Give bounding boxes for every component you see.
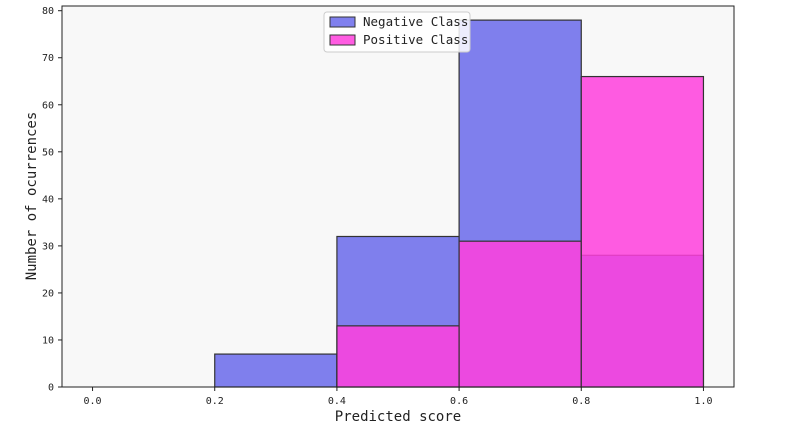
x-tick-label: 0.8	[572, 396, 590, 407]
legend-box	[323, 11, 471, 53]
y-tick-label: 50	[42, 147, 54, 158]
positive-class-bar-2	[336, 325, 460, 388]
y-tick-label: 60	[42, 100, 54, 111]
x-tick-label: 1.0	[694, 396, 712, 407]
y-axis-ticks: 0 10 20 30 40 50 60 70 80	[42, 6, 62, 394]
x-tick-label: 0.2	[206, 396, 224, 407]
y-axis-title: Number of ocurrences	[24, 112, 40, 281]
y-tick-label: 30	[42, 241, 54, 252]
y-tick-label: 80	[42, 6, 54, 17]
plot-frame	[61, 5, 735, 388]
x-axis-title: Predicted score	[335, 409, 461, 425]
x-tick-label: 0.0	[84, 396, 102, 407]
x-tick-label: 0.4	[328, 396, 346, 407]
positive-class-bar-3	[458, 240, 582, 388]
positive-class-bars	[336, 75, 705, 388]
legend-label-positive: Positive Class	[363, 32, 468, 47]
y-tick-label: 10	[42, 335, 54, 346]
x-tick-label: 0.6	[450, 396, 468, 407]
positive-class-bar-4	[580, 75, 705, 388]
y-tick-label: 70	[42, 53, 54, 64]
x-axis-ticks: 0.0 0.2 0.4 0.6 0.8 1.0	[84, 387, 712, 407]
negative-class-bar-1	[214, 353, 338, 388]
y-tick-label: 0	[48, 383, 54, 394]
legend-swatch-negative	[329, 16, 356, 28]
legend-swatch-positive	[329, 34, 356, 46]
y-tick-label: 20	[42, 288, 54, 299]
legend-label-negative: Negative Class	[363, 14, 468, 29]
legend: Negative Class Positive Class	[323, 11, 471, 53]
y-tick-label: 40	[42, 194, 54, 205]
